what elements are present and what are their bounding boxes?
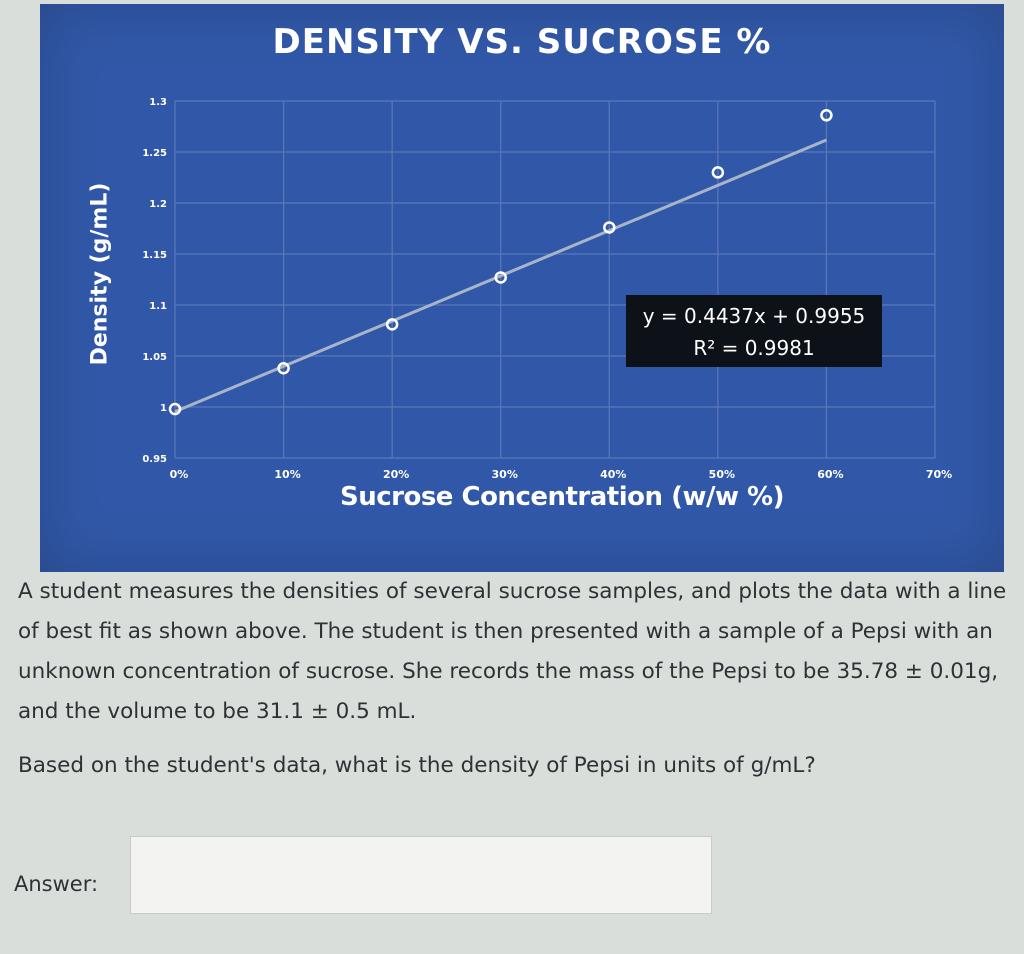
question-paragraph-1: A student measures the densities of seve… — [18, 579, 1007, 724]
chart-panel: 0% 10% 20% 30% 40% 50% 60% 70% 0.95 1 1.05 1.1 1.15 1… — [40, 4, 1004, 572]
y-tick-label: 1.25 — [142, 148, 167, 159]
y-axis-label: Density (g/mL) — [87, 182, 113, 366]
y-tick-label: 1.05 — [142, 352, 167, 363]
trendline-r-squared: R² = 0.9981 — [693, 336, 815, 360]
data-point — [385, 318, 399, 331]
x-tick-label: 10% — [274, 468, 300, 481]
y-tick-label: 0.95 — [142, 454, 167, 465]
x-tick-label: 50% — [709, 468, 735, 481]
y-tick-label: 1.1 — [149, 301, 167, 312]
trendline-equation: y = 0.4437x + 0.9955 — [642, 304, 866, 328]
chart-plot: 0% 10% 20% 30% 40% 50% 60% 70% 0.95 1 1.05 1.1 1.15 1… — [142, 97, 952, 481]
data-point — [494, 271, 507, 284]
x-tick-label: 20% — [383, 468, 409, 481]
trendline — [174, 138, 828, 413]
answer-input[interactable] — [130, 836, 712, 914]
x-tick-label: 0% — [170, 468, 189, 481]
x-tick-label: 60% — [817, 468, 843, 481]
data-point — [711, 166, 725, 179]
y-tick-label: 1.2 — [149, 199, 167, 210]
answer-label: Answer: — [14, 872, 99, 896]
y-tick-label: 1.15 — [142, 250, 167, 261]
data-point — [277, 361, 290, 375]
y-tick-label: 1 — [160, 403, 167, 414]
trendline-equation-box: y = 0.4437x + 0.9955 R² = 0.9981 — [626, 295, 882, 367]
chart-title: DENSITY VS. SUCROSE % — [272, 22, 772, 62]
x-axis-label: Sucrose Concentration (w/w %) — [340, 482, 784, 512]
data-point — [820, 109, 833, 122]
x-tick-label: 30% — [492, 468, 518, 481]
x-tick-label: 70% — [926, 468, 952, 481]
question-text: A student measures the densities of seve… — [18, 572, 1018, 786]
data-point — [168, 402, 182, 416]
y-tick-label: 1.3 — [149, 97, 167, 108]
x-tick-label: 40% — [600, 468, 626, 481]
data-point — [603, 221, 616, 234]
question-paragraph-2: Based on the student's data, what is the… — [18, 753, 816, 778]
